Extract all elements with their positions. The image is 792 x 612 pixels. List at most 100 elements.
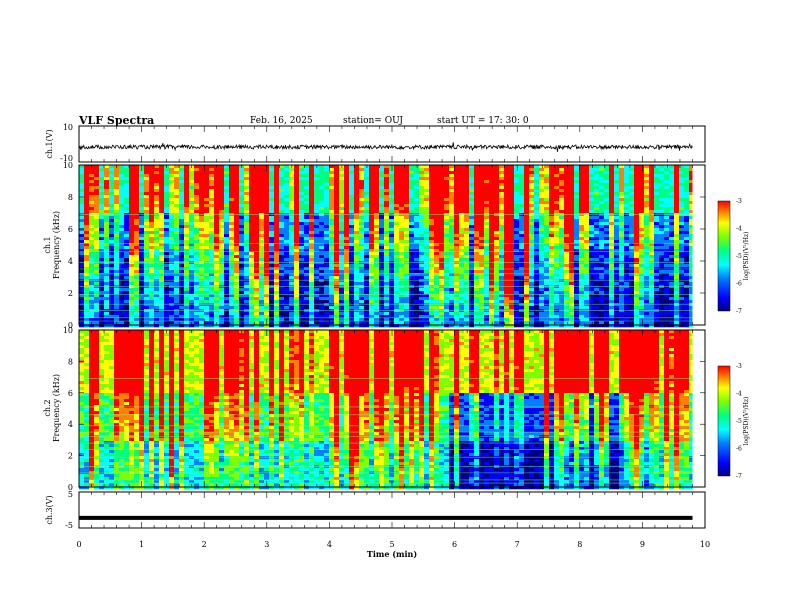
spectrogram-cell bbox=[669, 246, 675, 250]
spectrogram-cell bbox=[404, 282, 410, 286]
spectrogram-cell bbox=[224, 240, 230, 244]
spectrogram-cell bbox=[324, 195, 330, 199]
spectrogram-cell bbox=[494, 180, 500, 184]
spectrogram-cell bbox=[234, 228, 240, 232]
spectrogram-cell bbox=[524, 267, 530, 271]
spectrogram-cell bbox=[184, 198, 190, 202]
spectrogram-cell bbox=[474, 231, 480, 235]
spectrogram-cell bbox=[444, 273, 450, 277]
spectrogram-cell bbox=[224, 228, 230, 232]
spectrogram-cell bbox=[659, 225, 665, 229]
spectrogram-cell bbox=[129, 237, 135, 241]
spectrogram-cell bbox=[159, 171, 165, 175]
spectrogram-cell bbox=[574, 186, 580, 190]
spectrogram-cell bbox=[504, 249, 510, 253]
spectrogram-cell bbox=[339, 222, 345, 226]
spectrogram-cell bbox=[219, 201, 225, 205]
spectrogram-cell bbox=[394, 192, 400, 196]
spectrogram-cell bbox=[104, 189, 110, 193]
spectrogram-cell bbox=[299, 270, 305, 274]
spectrogram-cell bbox=[274, 180, 280, 184]
spectrogram-cell bbox=[289, 270, 295, 274]
spectrogram-cell bbox=[209, 231, 215, 235]
spectrogram-cell bbox=[219, 264, 225, 268]
spectrogram-cell bbox=[314, 243, 320, 247]
spectrogram-cell bbox=[229, 237, 235, 241]
spectrogram-cell bbox=[99, 189, 105, 193]
spectrogram-cell bbox=[649, 219, 655, 223]
spectrogram-cell bbox=[654, 267, 660, 271]
spectrogram-cell bbox=[214, 177, 220, 181]
spectrogram-cell bbox=[579, 276, 585, 280]
spectrogram-cell bbox=[314, 246, 320, 250]
spectrogram-cell bbox=[114, 201, 120, 205]
spectrogram-cell bbox=[594, 225, 600, 229]
spectrogram-cell bbox=[79, 234, 85, 238]
spectrogram-cell bbox=[234, 267, 240, 271]
spectrogram-cell bbox=[244, 195, 250, 199]
spectrogram-cell bbox=[364, 207, 370, 211]
spectrogram-cell bbox=[329, 264, 335, 268]
spectrogram-cell bbox=[629, 171, 635, 175]
spectrogram-cell bbox=[584, 231, 590, 235]
spectrogram-cell bbox=[454, 195, 460, 199]
spectrogram-cell bbox=[354, 183, 360, 187]
spectrogram-cell bbox=[179, 177, 185, 181]
spectrogram-cell bbox=[289, 246, 295, 250]
spectrogram-cell bbox=[619, 180, 625, 184]
spectrogram-cell bbox=[174, 282, 180, 286]
spectrogram-cell bbox=[574, 207, 580, 211]
spectrogram-cell bbox=[124, 234, 130, 238]
spectrogram-cell bbox=[664, 264, 670, 268]
spectrogram-cell bbox=[404, 168, 410, 172]
spectrogram-cell bbox=[214, 243, 220, 247]
spectrogram-cell bbox=[94, 168, 100, 172]
spectrogram-cell bbox=[339, 279, 345, 283]
spectrogram-cell bbox=[684, 171, 690, 175]
spectrogram-cell bbox=[614, 165, 620, 169]
spectrogram-cell bbox=[149, 237, 155, 241]
spectrogram-cell bbox=[199, 177, 205, 181]
spectrogram-cell bbox=[319, 165, 325, 169]
spectrogram-cell bbox=[649, 216, 655, 220]
spectrogram-cell bbox=[99, 264, 105, 268]
spectrogram-cell bbox=[109, 225, 115, 229]
spectrogram-cell bbox=[479, 192, 485, 196]
spectrogram-cell bbox=[274, 168, 280, 172]
spectrogram-cell bbox=[544, 219, 550, 223]
spectrogram-cell bbox=[654, 219, 660, 223]
spectrogram-cell bbox=[464, 189, 470, 193]
spectrogram-cell bbox=[159, 180, 165, 184]
spectrogram-cell bbox=[199, 204, 205, 208]
spectrogram-cell bbox=[174, 240, 180, 244]
spectrogram-cell bbox=[614, 243, 620, 247]
spectrogram-cell bbox=[544, 207, 550, 211]
spectrogram-cell bbox=[574, 225, 580, 229]
spectrogram-cell bbox=[404, 240, 410, 244]
spectrogram-cell bbox=[269, 258, 275, 262]
spectrogram-cell bbox=[609, 246, 615, 250]
spectrogram-cell bbox=[269, 282, 275, 286]
spectrogram-cell bbox=[294, 258, 300, 262]
spectrogram-cell bbox=[689, 216, 693, 220]
spectrogram-cell bbox=[384, 201, 390, 205]
spectrogram-cell bbox=[124, 237, 130, 241]
spectrogram-cell bbox=[179, 264, 185, 268]
spectrogram-cell bbox=[329, 222, 335, 226]
spectrogram-cell bbox=[304, 174, 310, 178]
spectrogram-cell bbox=[594, 201, 600, 205]
spectrogram-cell bbox=[369, 279, 375, 283]
spectrogram-cell bbox=[164, 219, 170, 223]
spectrogram-cell bbox=[354, 240, 360, 244]
spectrogram-cell bbox=[329, 282, 335, 286]
spectrogram-cell bbox=[604, 171, 610, 175]
spectrogram-cell bbox=[674, 258, 680, 262]
spectrogram-cell bbox=[534, 216, 540, 220]
spectrogram-cell bbox=[469, 195, 475, 199]
spectrogram-cell bbox=[424, 246, 430, 250]
spectrogram-cell bbox=[149, 204, 155, 208]
spectrogram-cell bbox=[319, 210, 325, 214]
spectrogram-cell bbox=[334, 198, 340, 202]
spectrogram-cell bbox=[359, 180, 365, 184]
spectrogram-cell bbox=[534, 246, 540, 250]
